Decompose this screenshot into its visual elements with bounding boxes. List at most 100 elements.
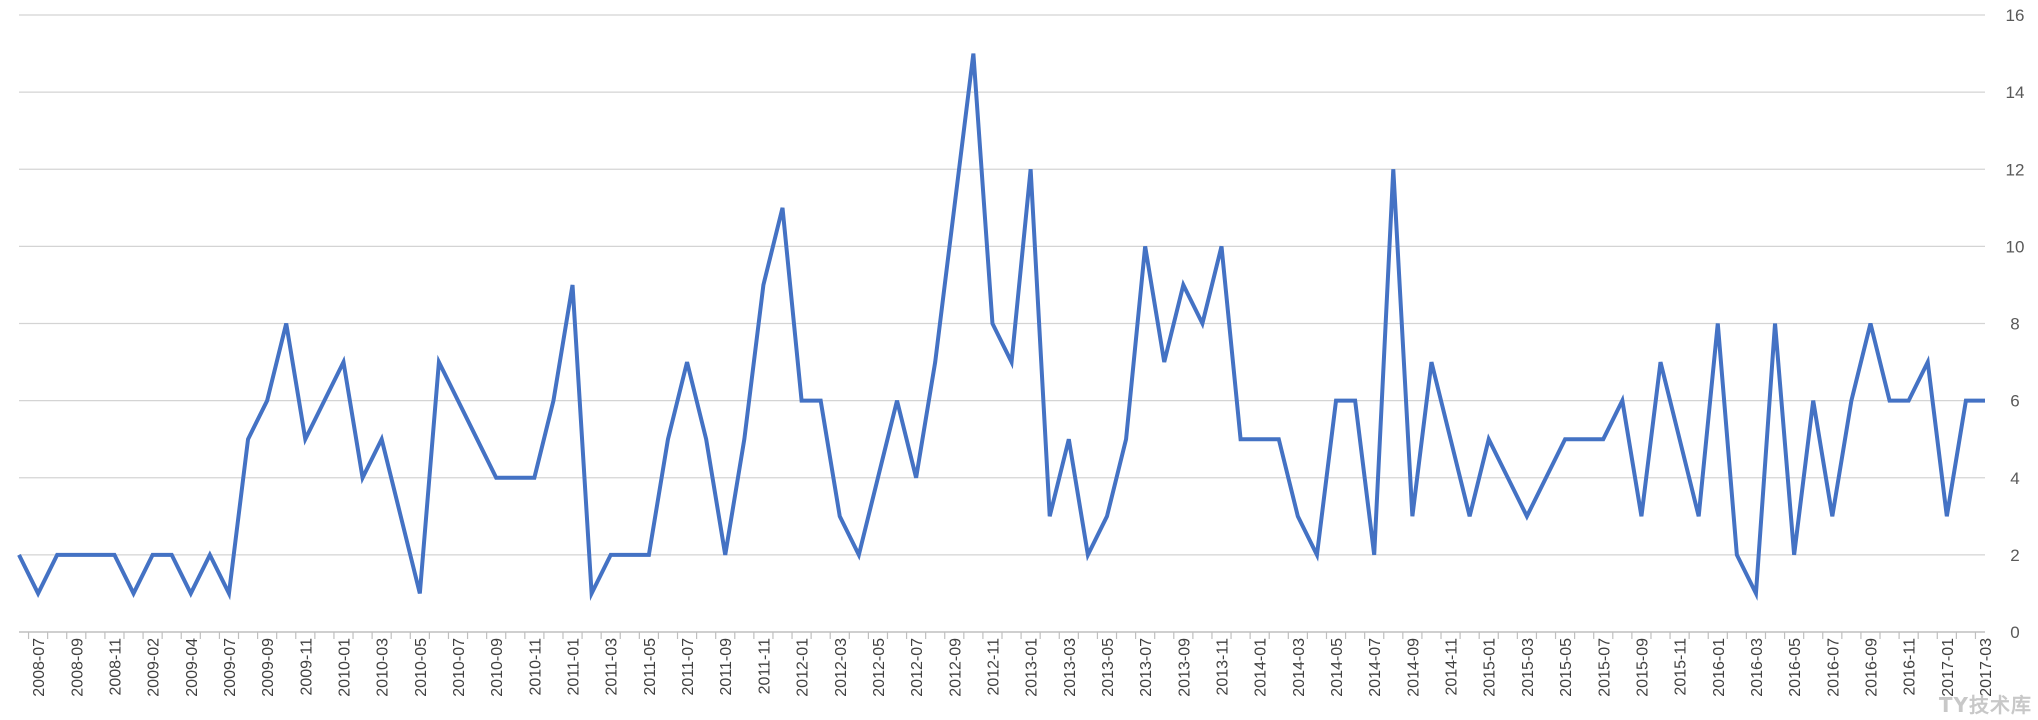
data-point bbox=[1811, 399, 1815, 403]
x-tick-label: 2016-03 bbox=[1749, 638, 1766, 697]
data-point bbox=[532, 476, 536, 480]
data-point bbox=[1945, 514, 1949, 518]
data-point bbox=[1334, 399, 1338, 403]
y-tick-label-10: 10 bbox=[2006, 237, 2025, 256]
x-tick-label: 2010-09 bbox=[489, 638, 506, 697]
data-point bbox=[1601, 437, 1605, 441]
data-point bbox=[609, 553, 613, 557]
data-point bbox=[800, 399, 804, 403]
data-point bbox=[1735, 553, 1739, 557]
data-point bbox=[1124, 437, 1128, 441]
x-tick-label: 2016-07 bbox=[1825, 638, 1842, 697]
data-point bbox=[1525, 514, 1529, 518]
data-point bbox=[341, 360, 345, 364]
data-point bbox=[838, 514, 842, 518]
data-point bbox=[1296, 514, 1300, 518]
data-point bbox=[265, 399, 269, 403]
data-point bbox=[685, 360, 689, 364]
data-point bbox=[1716, 322, 1720, 326]
data-point bbox=[227, 591, 231, 595]
data-point bbox=[857, 553, 861, 557]
data-point bbox=[456, 399, 460, 403]
data-point bbox=[1429, 360, 1433, 364]
data-point bbox=[933, 360, 937, 364]
x-tick-label: 2012-03 bbox=[833, 638, 850, 697]
data-point bbox=[742, 437, 746, 441]
x-tick-label: 2009-04 bbox=[184, 638, 201, 697]
data-point bbox=[1620, 399, 1624, 403]
data-point bbox=[1391, 167, 1395, 171]
data-point bbox=[1048, 514, 1052, 518]
y-tick-label-12: 12 bbox=[2006, 160, 2025, 179]
x-tick-label: 2008-11 bbox=[107, 638, 124, 696]
x-tick-label: 2013-05 bbox=[1100, 638, 1117, 697]
data-point bbox=[952, 206, 956, 210]
x-tick-label: 2016-01 bbox=[1711, 638, 1728, 697]
x-tick-label: 2012-11 bbox=[985, 638, 1002, 696]
data-point bbox=[571, 283, 575, 287]
x-tick-label: 2011-01 bbox=[566, 638, 583, 696]
data-point bbox=[1506, 476, 1510, 480]
series-line bbox=[17, 53, 1985, 602]
x-tick-label: 2008-09 bbox=[69, 638, 86, 697]
data-point bbox=[1659, 360, 1663, 364]
x-tick-label: 2016-09 bbox=[1863, 638, 1880, 697]
data-point bbox=[666, 437, 670, 441]
x-tick-label: 2014-01 bbox=[1253, 638, 1270, 697]
data-point bbox=[1181, 283, 1185, 287]
data-point bbox=[189, 591, 193, 595]
data-point bbox=[380, 437, 384, 441]
data-point bbox=[1563, 437, 1567, 441]
data-point bbox=[551, 399, 555, 403]
gridlines bbox=[19, 14, 1985, 556]
data-point bbox=[303, 437, 307, 441]
x-tick-label: 2011-03 bbox=[604, 638, 621, 696]
data-point bbox=[1353, 399, 1357, 403]
y-tick-label-14: 14 bbox=[2006, 83, 2025, 102]
data-point bbox=[1239, 437, 1243, 441]
y-tick-label-4: 4 bbox=[2010, 469, 2019, 488]
data-point bbox=[1220, 244, 1224, 248]
x-tick-label: 2010-03 bbox=[375, 638, 392, 697]
x-tick-label: 2010-05 bbox=[413, 638, 430, 697]
data-point bbox=[132, 591, 136, 595]
data-point bbox=[322, 399, 326, 403]
x-tick-label: 2014-03 bbox=[1291, 638, 1308, 697]
x-axis-ticks bbox=[27, 632, 1977, 639]
x-tick-label: 2009-07 bbox=[222, 638, 239, 697]
x-tick-label: 2015-09 bbox=[1634, 638, 1651, 697]
data-point bbox=[819, 399, 823, 403]
data-point bbox=[112, 553, 116, 557]
data-point bbox=[74, 553, 78, 557]
data-point bbox=[1029, 167, 1033, 171]
data-point bbox=[723, 553, 727, 557]
x-tick-label: 2015-07 bbox=[1596, 638, 1613, 697]
x-tick-label: 2009-02 bbox=[146, 638, 163, 697]
x-tick-label: 2013-01 bbox=[1024, 638, 1041, 697]
x-tick-label: 2012-09 bbox=[947, 638, 964, 697]
data-point bbox=[361, 476, 365, 480]
data-point bbox=[647, 553, 651, 557]
data-point bbox=[437, 360, 441, 364]
data-point bbox=[704, 437, 708, 441]
data-point bbox=[1105, 514, 1109, 518]
data-point bbox=[208, 553, 212, 557]
x-tick-label: 2015-05 bbox=[1558, 638, 1575, 697]
data-point bbox=[513, 476, 517, 480]
x-tick-label: 2014-05 bbox=[1329, 638, 1346, 697]
y-tick-label-16: 16 bbox=[2006, 6, 2025, 25]
data-point bbox=[1582, 437, 1586, 441]
data-point bbox=[1697, 514, 1701, 518]
data-point bbox=[399, 514, 403, 518]
data-point bbox=[475, 437, 479, 441]
x-tick-label: 2012-05 bbox=[871, 638, 888, 697]
data-point bbox=[418, 591, 422, 595]
x-tick-label: 2012-07 bbox=[909, 638, 926, 697]
data-point bbox=[1888, 399, 1892, 403]
x-tick-label: 2011-11 bbox=[756, 638, 773, 694]
x-tick-label: 2014-11 bbox=[1444, 638, 1461, 696]
data-point bbox=[1258, 437, 1262, 441]
x-tick-label: 2014-07 bbox=[1367, 638, 1384, 697]
data-point bbox=[1487, 437, 1491, 441]
data-point bbox=[971, 52, 975, 56]
